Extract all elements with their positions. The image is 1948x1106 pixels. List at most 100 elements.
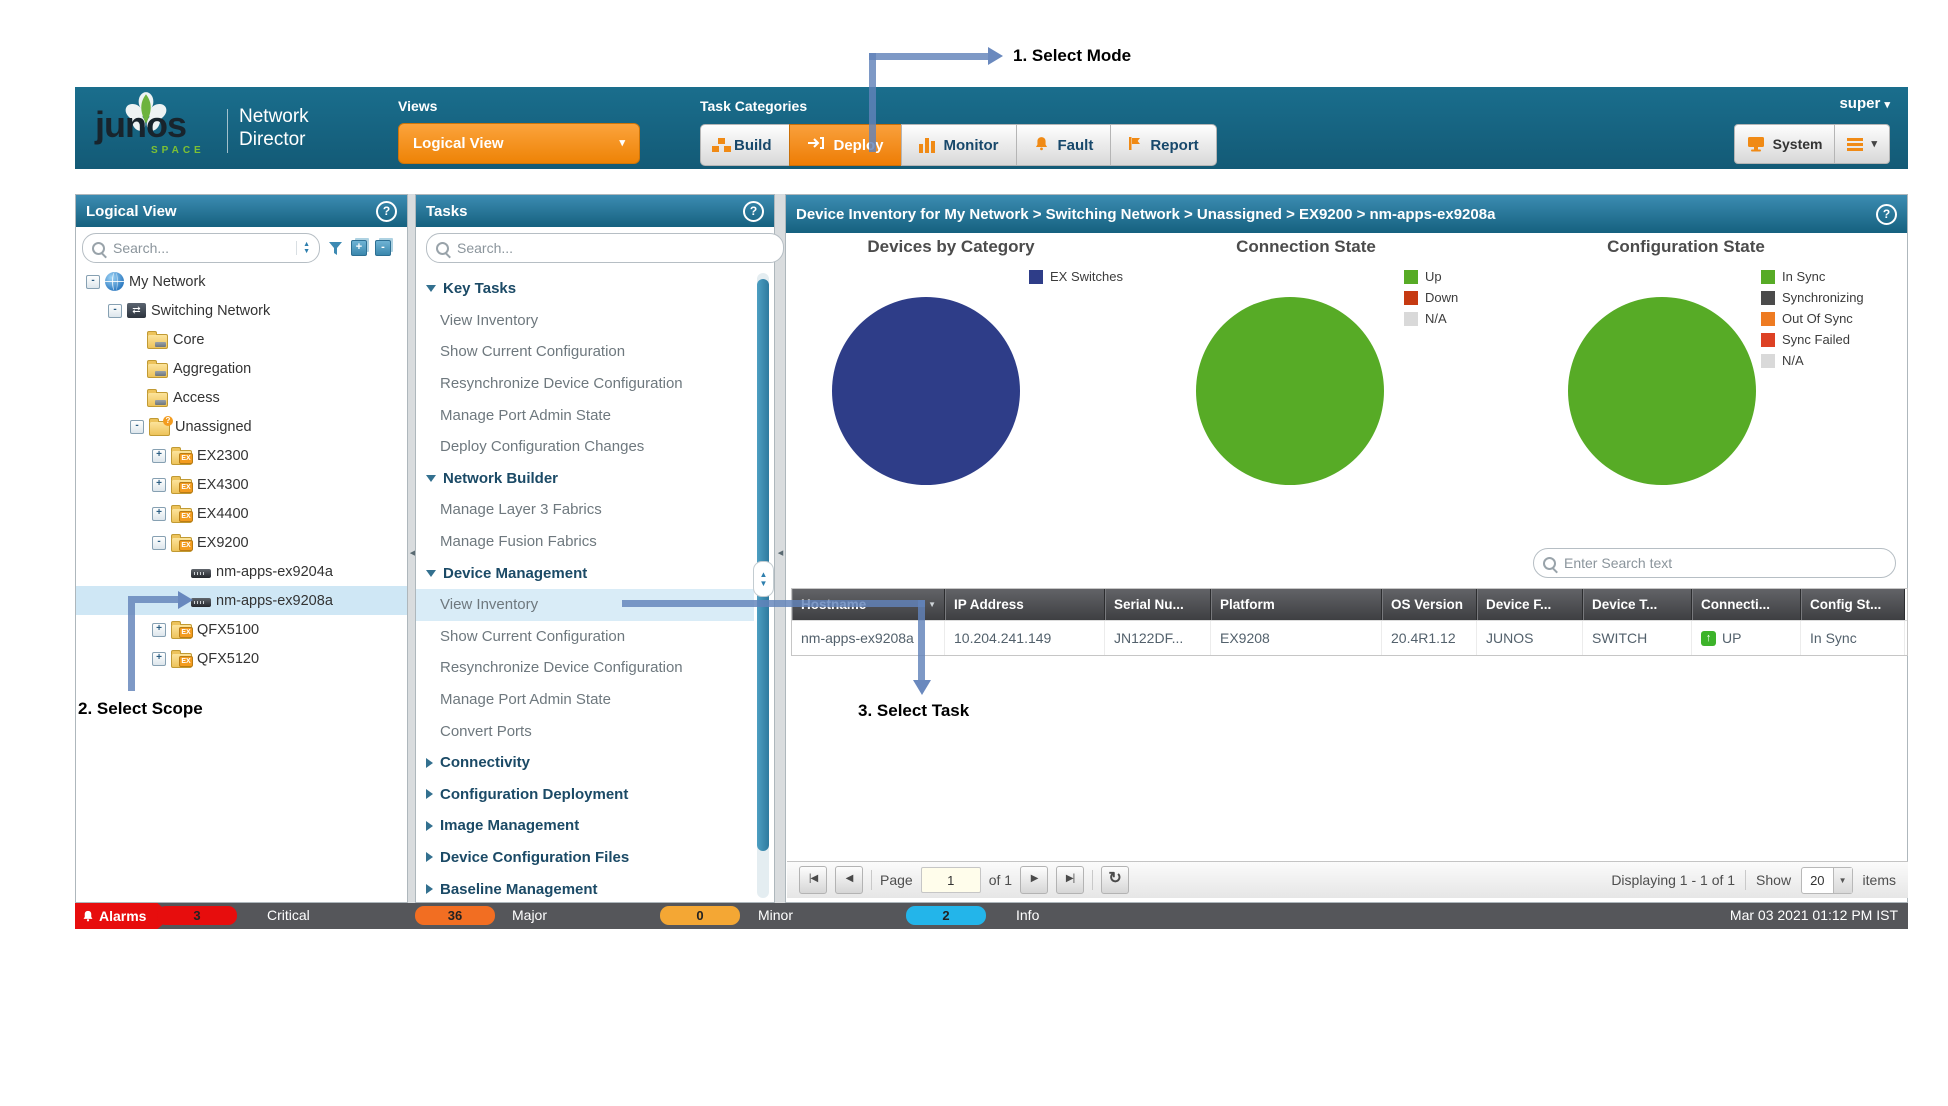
table-row[interactable]: nm-apps-ex9208a 10.204.241.149 JN122DF... E… <box>792 620 1907 655</box>
chart-title-devices-by-category: Devices by Category <box>867 237 1035 256</box>
cell-os-version: 20.4R1.12 <box>1382 621 1477 655</box>
refresh-icon[interactable]: ↻ <box>1101 866 1130 894</box>
expand-icon[interactable]: + <box>152 651 166 666</box>
items-label: items <box>1862 872 1896 888</box>
column-header-device-f-[interactable]: Device F... <box>1477 589 1583 620</box>
expand-icon[interactable]: + <box>152 448 166 463</box>
expand-all-icon[interactable]: + <box>351 240 367 256</box>
tree-item-ex4300[interactable]: + EX EX4300 <box>76 470 407 499</box>
tree-item-access[interactable]: Access <box>76 383 407 412</box>
tree-item-unassigned[interactable]: -? Unassigned <box>76 412 407 441</box>
alarm-count-major[interactable]: 36 <box>415 906 495 925</box>
user-menu[interactable]: super ▾ <box>1839 95 1890 112</box>
expand-icon[interactable]: + <box>152 622 166 637</box>
next-page-button[interactable]: ▶ <box>1020 866 1049 894</box>
tree-item-label: QFX5120 <box>197 650 260 667</box>
column-header-connecti-[interactable]: Connecti... <box>1692 589 1801 620</box>
view-selector-button[interactable]: Logical View ▾ <box>398 123 640 164</box>
collapse-icon[interactable]: - <box>152 535 166 550</box>
collapse-icon[interactable]: - <box>86 274 100 289</box>
tree-item-qfx5100[interactable]: + EX QFX5100 <box>76 615 407 644</box>
task-item-resynchronize-device-configuration[interactable]: Resynchronize Device Configuration <box>416 652 754 684</box>
system-button[interactable]: System <box>1733 124 1836 164</box>
column-header-ip-address[interactable]: IP Address <box>945 589 1105 620</box>
column-header-device-t-[interactable]: Device T... <box>1583 589 1692 620</box>
column-header-config-st-[interactable]: Config St... <box>1801 589 1905 620</box>
tab-report[interactable]: Report <box>1110 124 1217 166</box>
tree-item-my-network[interactable]: - My Network <box>76 267 407 296</box>
tab-deploy[interactable]: Deploy <box>788 124 901 166</box>
tab-monitor[interactable]: Monitor <box>900 124 1016 166</box>
task-category-image-management[interactable]: Image Management <box>416 810 754 842</box>
filter-icon[interactable] <box>328 241 343 256</box>
previous-page-button[interactable]: ◀ <box>835 866 863 894</box>
page-number-input[interactable] <box>920 867 981 893</box>
cell-serial-nu-: JN122DF... <box>1105 621 1211 655</box>
task-item-show-current-configuration[interactable]: Show Current Configuration <box>416 336 754 368</box>
task-category-device-management[interactable]: Device Management <box>416 557 754 589</box>
task-category-device-configuration-files[interactable]: Device Configuration Files <box>416 842 754 874</box>
collapse-left-panel-icon[interactable]: ◂ <box>409 547 416 559</box>
task-item-show-current-configuration[interactable]: Show Current Configuration <box>416 621 754 653</box>
tab-build[interactable]: Build <box>700 124 789 166</box>
task-category-connectivity[interactable]: Connectivity <box>416 747 754 779</box>
task-item-resynchronize-device-configuration[interactable]: Resynchronize Device Configuration <box>416 368 754 400</box>
tree-item-qfx5120[interactable]: + EX QFX5120 <box>76 644 407 673</box>
task-item-deploy-configuration-changes[interactable]: Deploy Configuration Changes <box>416 431 754 463</box>
tasks-search-input[interactable] <box>455 239 774 257</box>
tree-item-aggregation[interactable]: Aggregation <box>76 354 407 383</box>
tasks-panel: Tasks Key Tasks View Inventory Show Curren… <box>415 194 784 905</box>
column-header-platform[interactable]: Platform <box>1211 589 1382 620</box>
first-page-button[interactable]: |◀ <box>799 866 827 894</box>
collapse-tasks-panel-icon[interactable]: ◂ <box>777 547 784 559</box>
help-icon[interactable] <box>1876 203 1897 225</box>
displaying-text: Displaying 1 - 1 of 1 <box>1611 872 1736 888</box>
tree-item-label: My Network <box>129 273 206 290</box>
tree-item-switching-network[interactable]: - ⇄ Switching Network <box>76 296 407 325</box>
table-search-input[interactable] <box>1562 554 1886 572</box>
views-label: Views <box>398 98 438 114</box>
expand-icon[interactable]: + <box>152 506 166 521</box>
tree-item-nm-apps-ex9208a[interactable]: nm-apps-ex9208a <box>76 586 407 615</box>
tree-item-label: EX4400 <box>197 505 249 522</box>
task-category-key-tasks[interactable]: Key Tasks <box>416 273 754 305</box>
task-item-manage-layer-3-fabrics[interactable]: Manage Layer 3 Fabrics <box>416 494 754 526</box>
column-header-os-version[interactable]: OS Version <box>1382 589 1477 620</box>
alarm-count-critical[interactable]: 3 <box>157 906 237 925</box>
tasks-scroll-spinner-icon[interactable]: ▲ ▼ <box>753 561 774 597</box>
collapse-all-icon[interactable]: - <box>375 240 391 256</box>
last-page-button[interactable]: ▶| <box>1056 866 1085 894</box>
column-header-serial-nu-[interactable]: Serial Nu... <box>1105 589 1211 620</box>
search-spinner-icon[interactable]: ▲ ▼ <box>296 241 310 255</box>
tree-item-ex2300[interactable]: + EX EX2300 <box>76 441 407 470</box>
alarm-count-minor[interactable]: 0 <box>660 906 740 925</box>
question-badge: ? <box>163 415 173 426</box>
tab-fault[interactable]: Fault <box>1015 124 1111 166</box>
task-item-manage-fusion-fabrics[interactable]: Manage Fusion Fabrics <box>416 526 754 558</box>
task-item-manage-port-admin-state[interactable]: Manage Port Admin State <box>416 684 754 716</box>
help-icon[interactable] <box>743 200 764 222</box>
task-category-baseline-management[interactable]: Baseline Management <box>416 873 754 905</box>
tree-item-core[interactable]: Core <box>76 325 407 354</box>
tree-item-ex9200[interactable]: - EX EX9200 <box>76 528 407 557</box>
collapse-icon[interactable]: - <box>108 303 122 318</box>
tree-item-ex4400[interactable]: + EX EX4400 <box>76 499 407 528</box>
alarm-count-info[interactable]: 2 <box>906 906 986 925</box>
page-size-select[interactable]: 20 ▼ <box>1801 866 1853 894</box>
task-item-view-inventory[interactable]: View Inventory <box>416 305 754 337</box>
legend-swatch <box>1404 311 1418 326</box>
help-icon[interactable] <box>376 200 397 222</box>
task-category-network-builder[interactable]: Network Builder <box>416 463 754 495</box>
task-item-convert-ports[interactable]: Convert Ports <box>416 715 754 747</box>
collapse-icon[interactable]: - <box>130 419 144 434</box>
task-item-manage-port-admin-state[interactable]: Manage Port Admin State <box>416 399 754 431</box>
monitor-bars-icon <box>918 137 935 153</box>
tree-search-input[interactable] <box>111 239 291 257</box>
task-category-configuration-deployment[interactable]: Configuration Deployment <box>416 779 754 811</box>
task-label: Show Current Configuration <box>440 627 626 645</box>
app-header: junos SPACE Network Director Views Logic… <box>75 87 1908 169</box>
alarms-button[interactable]: Alarms <box>75 903 173 929</box>
expand-icon[interactable]: + <box>152 477 166 492</box>
main-menu-button[interactable]: ▾ <box>1835 124 1890 164</box>
tree-item-nm-apps-ex9204a[interactable]: nm-apps-ex9204a <box>76 557 407 586</box>
